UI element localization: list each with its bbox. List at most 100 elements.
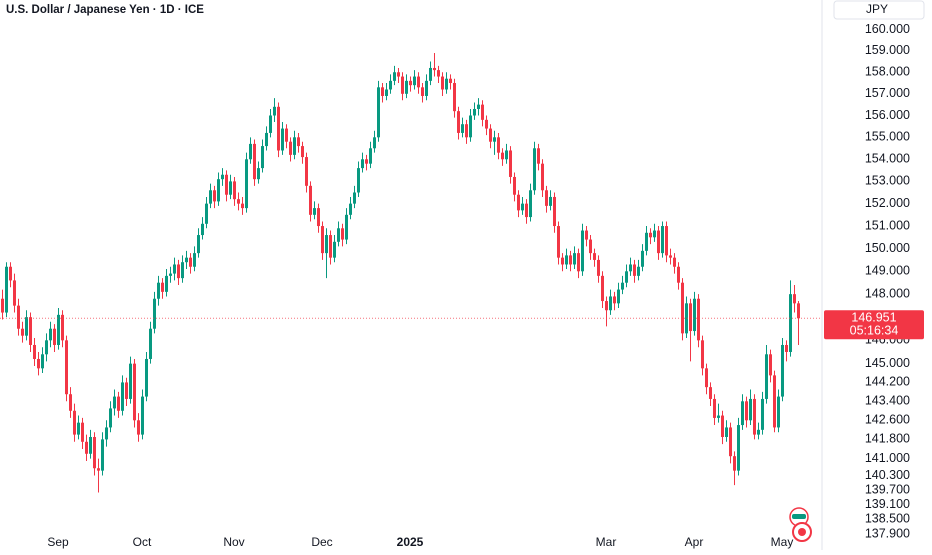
candle-body xyxy=(365,159,368,164)
candle-body xyxy=(573,253,576,265)
candle-body xyxy=(205,203,208,224)
candle-body xyxy=(445,78,448,90)
candle-body xyxy=(161,282,164,292)
candle-body xyxy=(85,441,88,454)
candle-body xyxy=(181,262,184,279)
candle-body xyxy=(57,314,60,345)
candle-body xyxy=(293,137,296,155)
candle-body xyxy=(717,415,720,418)
x-tick-label: Dec xyxy=(311,535,332,549)
candle-body xyxy=(13,280,16,306)
candle-body xyxy=(53,328,56,345)
candle-body xyxy=(413,76,416,86)
candle-body xyxy=(393,72,396,81)
candle-body xyxy=(509,150,512,177)
candle-body xyxy=(25,317,28,336)
candle-body xyxy=(233,181,236,200)
candle-body xyxy=(145,358,148,397)
candle-body xyxy=(421,87,424,96)
candle-body xyxy=(93,436,96,469)
candle-body xyxy=(589,239,592,254)
x-tick-label: 2025 xyxy=(397,535,424,549)
y-tick-label: 156.000 xyxy=(865,108,910,122)
x-tick-label: Sep xyxy=(47,535,69,549)
candle-body xyxy=(529,190,532,218)
y-tick-label: 137.900 xyxy=(865,526,910,540)
candle-body xyxy=(265,132,268,147)
y-tick-label: 139.700 xyxy=(865,482,910,496)
candle-body xyxy=(525,203,528,218)
candle-body xyxy=(317,208,320,227)
candle-body xyxy=(545,190,548,206)
candle-body xyxy=(593,253,596,260)
candle-body xyxy=(405,80,408,94)
candle-body xyxy=(777,396,780,428)
candle-body xyxy=(341,228,344,240)
candle-body xyxy=(389,80,392,90)
candle-body xyxy=(273,106,276,116)
candle-body xyxy=(713,398,716,418)
candle-body xyxy=(369,148,372,164)
candle-body xyxy=(237,199,240,204)
candle-body xyxy=(485,119,488,129)
candle-body xyxy=(241,203,244,209)
candle-body xyxy=(113,396,116,409)
candle-body xyxy=(709,387,712,399)
candle-body xyxy=(733,456,736,471)
candle-body xyxy=(373,137,376,149)
candle-body xyxy=(353,192,356,204)
candle-body xyxy=(641,250,644,267)
y-tick-label: 160.000 xyxy=(865,22,910,36)
candle-body xyxy=(433,67,436,71)
candle-body xyxy=(429,67,432,81)
candle-body xyxy=(605,301,608,311)
y-tick-label: 138.500 xyxy=(865,512,910,526)
candle-body xyxy=(37,358,40,369)
candle-body xyxy=(329,235,332,258)
candle-body xyxy=(89,436,92,454)
y-tick-label: 139.100 xyxy=(865,497,910,511)
candle-body xyxy=(121,382,124,411)
candle-body xyxy=(741,401,744,426)
y-tick-label: 155.000 xyxy=(865,130,910,144)
candle-body xyxy=(289,141,292,155)
candle-body xyxy=(109,408,112,428)
candle-body xyxy=(397,72,400,77)
candle-body xyxy=(285,128,288,142)
candle-body xyxy=(141,396,144,435)
candle-body xyxy=(229,181,232,195)
candle-body xyxy=(601,275,604,302)
candle-body xyxy=(101,439,104,471)
candle-body xyxy=(745,401,748,421)
candle-body xyxy=(177,264,180,279)
countdown-label: 05:16:34 xyxy=(850,324,899,338)
y-tick-label: 142.600 xyxy=(865,413,910,427)
candle-body xyxy=(441,76,444,90)
candles xyxy=(1,52,800,493)
currency-label[interactable]: JPY xyxy=(866,2,888,16)
candle-body xyxy=(153,298,156,329)
candle-body xyxy=(681,282,684,334)
candle-body xyxy=(661,226,664,254)
candle-body xyxy=(505,150,508,160)
candle-body xyxy=(541,163,544,191)
candle-body xyxy=(325,235,328,254)
candle-body xyxy=(465,124,468,138)
currency-box[interactable] xyxy=(833,0,925,20)
candle-body xyxy=(669,255,672,258)
candle-body xyxy=(225,174,228,195)
candle-body xyxy=(301,146,304,158)
candle-body xyxy=(789,294,792,352)
y-tick-label: 157.000 xyxy=(865,86,910,100)
y-tick-label: 159.000 xyxy=(865,43,910,57)
y-tick-label: 149.000 xyxy=(865,264,910,278)
candle-body xyxy=(721,415,724,437)
candle-body xyxy=(401,76,404,94)
candle-body xyxy=(617,289,620,304)
candle-body xyxy=(261,146,264,169)
candle-body xyxy=(157,282,160,299)
candle-body xyxy=(785,344,788,352)
candle-body xyxy=(729,427,732,457)
y-tick-label: 143.400 xyxy=(865,394,910,408)
